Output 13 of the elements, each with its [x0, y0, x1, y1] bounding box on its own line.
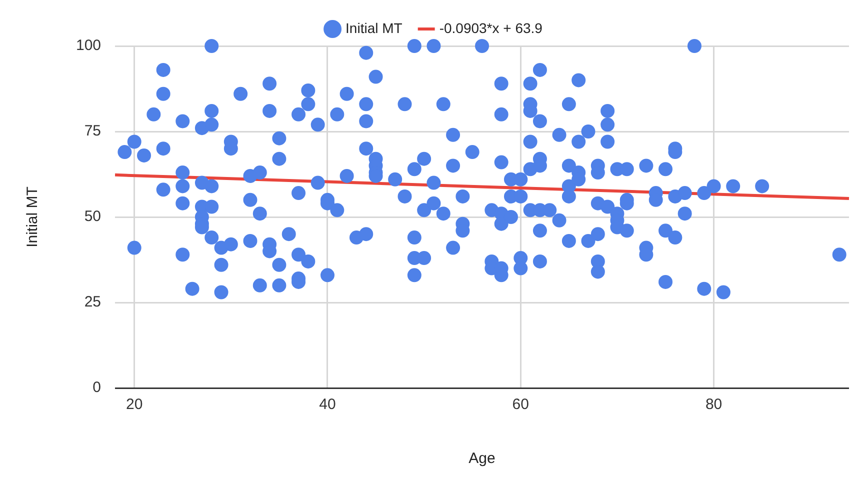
y-axis-title: Initial MT — [24, 186, 42, 248]
y-tick-label: 75 — [84, 122, 102, 140]
x-tick-label: 80 — [705, 396, 722, 414]
y-tick-label: 50 — [84, 208, 102, 226]
y-tick-label: 25 — [84, 294, 102, 311]
legend-label: -0.0903*x + 63.9 — [439, 20, 543, 36]
x-axis-title: Age — [468, 450, 496, 468]
y-tick-label: 0 — [92, 379, 102, 396]
x-tick-label: 20 — [126, 396, 143, 414]
y-tick-label: 100 — [76, 37, 102, 54]
legend-label: Initial MT — [346, 20, 403, 36]
x-tick-label: 60 — [512, 396, 529, 414]
x-tick-label: 40 — [319, 396, 336, 414]
